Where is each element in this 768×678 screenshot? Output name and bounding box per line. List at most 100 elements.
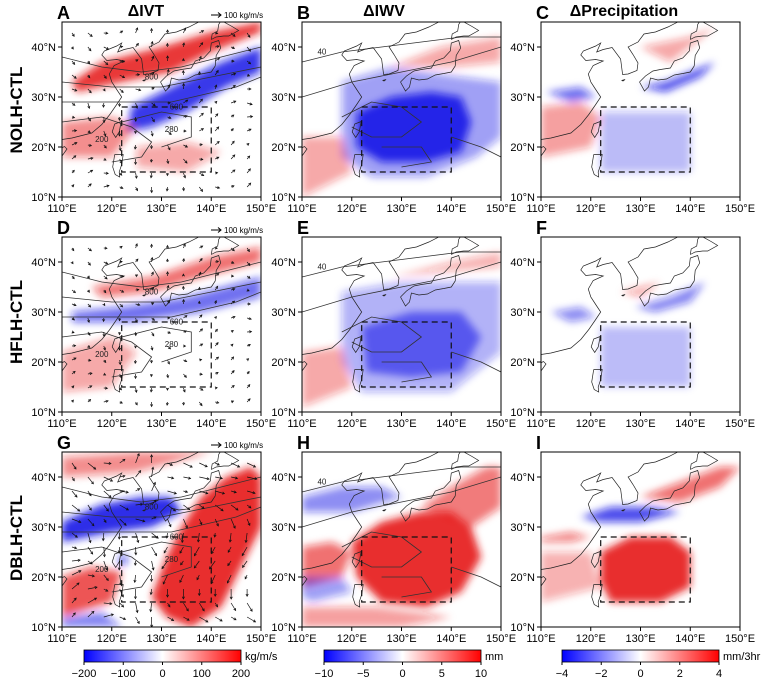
vector-arrow-head bbox=[74, 88, 78, 92]
target-region-box bbox=[361, 106, 452, 173]
vector-arrow-head bbox=[232, 315, 236, 319]
vector-arrow-head bbox=[197, 593, 201, 597]
coastline-4 bbox=[591, 154, 603, 178]
vector-arrow bbox=[209, 560, 216, 570]
contour-line-1 bbox=[302, 46, 501, 98]
colorbar-gradient bbox=[83, 649, 242, 663]
x-tick-label: 120°E bbox=[337, 633, 367, 645]
vector-arrow-head bbox=[102, 119, 106, 124]
vector-arrow bbox=[183, 172, 186, 178]
vector-arrow-head bbox=[167, 330, 171, 334]
x-tick-label: 120°E bbox=[576, 203, 606, 215]
vector-arrow bbox=[247, 490, 256, 494]
vector-arrow-head bbox=[200, 128, 205, 131]
vector-arrow-head bbox=[102, 302, 106, 307]
vector-arrow-head bbox=[247, 262, 251, 267]
contour-line-0 bbox=[62, 46, 261, 73]
vector-arrow bbox=[198, 518, 203, 525]
vector-arrow-head bbox=[237, 464, 241, 468]
vector-arrow bbox=[119, 504, 129, 511]
vector-arrow bbox=[183, 373, 187, 378]
vector-arrow-head bbox=[252, 491, 256, 495]
x-tick-label: 120°E bbox=[576, 633, 606, 645]
vector-arrow bbox=[135, 616, 140, 624]
vector-arrow-head bbox=[73, 129, 78, 133]
vector-arrow-head bbox=[199, 257, 203, 261]
vector-arrow bbox=[247, 476, 257, 480]
vector-arrow-head bbox=[135, 188, 138, 192]
vector-arrow-head bbox=[151, 333, 155, 337]
vector-arrow-head bbox=[179, 579, 183, 584]
anomaly-positive-3 bbox=[541, 532, 591, 542]
vector-arrow-head bbox=[94, 586, 98, 590]
vector-arrow bbox=[87, 183, 92, 188]
vector-arrow-head bbox=[165, 42, 169, 46]
vector-arrow bbox=[183, 99, 188, 104]
vector-arrow-head bbox=[200, 112, 204, 116]
vector-arrow-head bbox=[226, 580, 230, 584]
vector-arrow bbox=[119, 574, 122, 585]
y-tick-label: 10°N bbox=[271, 407, 296, 419]
coastline-3 bbox=[590, 336, 601, 354]
vector-arrow-head bbox=[118, 361, 122, 366]
coastline-0 bbox=[541, 237, 678, 355]
vector-arrow-head bbox=[150, 404, 154, 408]
vector-arrow-head bbox=[196, 577, 200, 581]
contour-label-ivt: 280 bbox=[165, 125, 179, 134]
vector-arrow-head bbox=[231, 248, 235, 252]
vector-arrow-head bbox=[244, 576, 248, 580]
vector-arrow-head bbox=[136, 621, 140, 625]
vector-arrow-head bbox=[165, 244, 170, 248]
vector-arrow-head bbox=[70, 261, 74, 265]
vector-arrow-head bbox=[249, 608, 253, 612]
vector-arrow bbox=[87, 169, 93, 174]
vector-arrow-head bbox=[232, 33, 236, 37]
coastline-4 bbox=[352, 369, 364, 393]
coastline-3 bbox=[111, 336, 122, 354]
vector-arrow-head bbox=[215, 285, 219, 289]
vector-arrow bbox=[103, 46, 109, 50]
vector-arrow-head bbox=[88, 248, 92, 252]
vector-arrow-head bbox=[248, 48, 251, 52]
vector-arrow bbox=[227, 574, 232, 584]
colorbar-tick-label: 2 bbox=[677, 668, 683, 678]
x-tick-label: 130°E bbox=[146, 633, 176, 645]
vector-arrow-head bbox=[135, 42, 139, 46]
vector-arrow-head bbox=[87, 262, 91, 266]
coastline-0 bbox=[302, 22, 439, 140]
contour-label-ivt: 800 bbox=[145, 73, 159, 82]
vector-arrow-head bbox=[166, 300, 170, 304]
vector-arrow-head bbox=[162, 581, 166, 585]
vector-arrow-head bbox=[118, 117, 122, 121]
vector-arrow bbox=[119, 490, 129, 493]
x-tick-label: 130°E bbox=[386, 633, 416, 645]
vector-arrow-head bbox=[165, 402, 169, 406]
anomaly-field bbox=[541, 467, 740, 602]
anomaly-positive-2 bbox=[421, 467, 501, 527]
vector-arrow-head bbox=[106, 184, 110, 188]
vector-arrow-head bbox=[102, 104, 106, 108]
target-region-box bbox=[121, 536, 212, 603]
vector-arrow bbox=[103, 613, 114, 618]
anomaly-positive-0 bbox=[351, 512, 482, 607]
vector-arrow bbox=[199, 490, 208, 494]
y-tick-label: 10°N bbox=[510, 622, 535, 634]
vector-arrow-head bbox=[181, 273, 185, 277]
vector-arrow-head bbox=[150, 347, 154, 351]
vector-arrow-head bbox=[168, 132, 172, 135]
coastline-1 bbox=[160, 255, 222, 307]
vector-arrow bbox=[87, 32, 93, 37]
vector-arrow bbox=[150, 602, 152, 612]
coastline-6 bbox=[621, 294, 626, 297]
anomaly-positive-3 bbox=[541, 102, 601, 157]
x-tick-label: 110°E bbox=[526, 203, 555, 215]
vector-arrow-head bbox=[150, 454, 154, 458]
x-tick-label: 110°E bbox=[287, 203, 316, 215]
vector-arrow-head bbox=[103, 519, 107, 524]
coastline-4 bbox=[352, 584, 364, 608]
vector-arrow bbox=[151, 560, 154, 570]
vector-arrow-head bbox=[200, 245, 204, 249]
contour-line-4 bbox=[121, 326, 192, 363]
vector-arrow bbox=[103, 476, 113, 482]
vector-arrow-head bbox=[150, 27, 154, 31]
